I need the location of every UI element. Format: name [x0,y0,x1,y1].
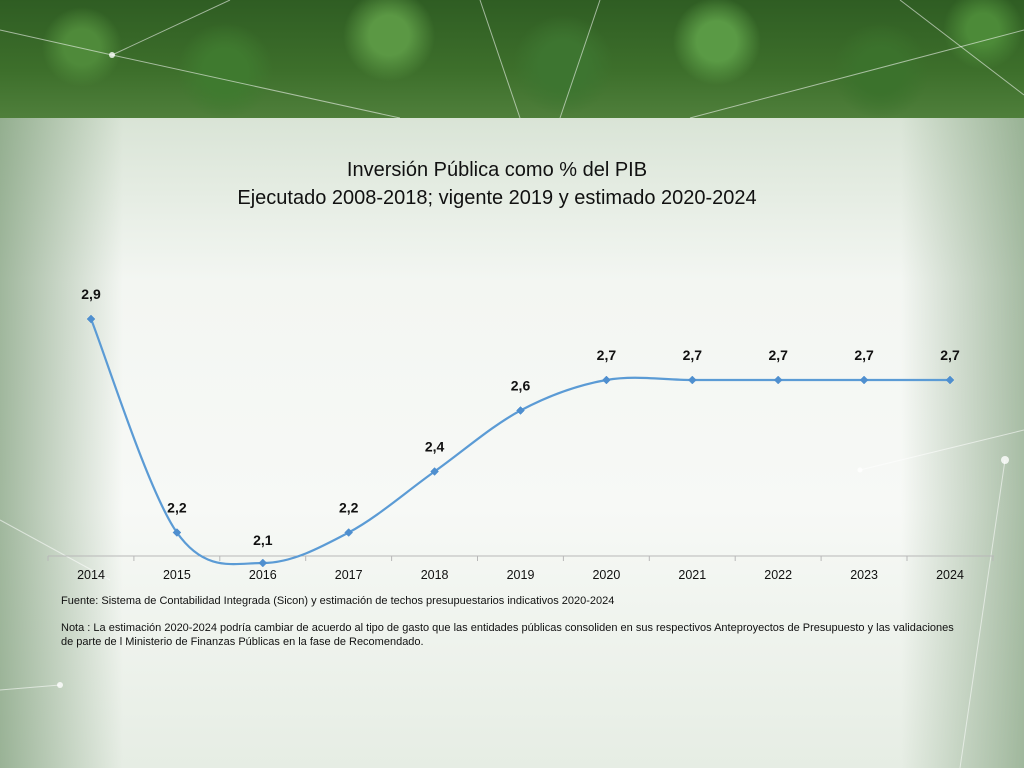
x-tick-label: 2022 [764,568,792,582]
x-axis [47,555,994,561]
data-labels: 2,9 2,2 2,1 2,2 2,4 2,6 2,7 2,7 2,7 2,7 2,7 [81,286,960,548]
data-label: 2,7 [940,347,960,363]
data-label: 2,2 [339,500,359,516]
data-point-marker [773,375,783,385]
data-point-marker [172,528,182,537]
data-points [86,314,955,568]
estimate-note: Nota : La estimación 2020-2024 podría ca… [61,622,954,648]
data-label: 2,7 [768,347,788,363]
x-tick-label: 2015 [163,568,191,582]
data-point-marker [344,528,354,537]
forest-background-image [0,118,1024,768]
x-tick-label: 2017 [335,568,363,582]
x-tick-label: 2021 [678,568,706,582]
data-point-marker [945,375,955,385]
source-note: Fuente: Sistema de Contabilidad Integrad… [61,595,615,607]
data-label: 2,9 [81,286,101,302]
x-tick-label: 2016 [249,568,277,582]
data-label: 2,2 [167,500,187,516]
data-label: 2,7 [597,347,617,363]
line-chart: 2,92,22,12,22,42,62,7 2,7 2,7 2,7 2,7 2014 20… [47,286,994,582]
chart-subtitle: Ejecutado 2008-2018; vigente 2019 y esti… [237,187,757,209]
data-label: 2,7 [854,347,874,363]
x-tick-label: 2024 [936,568,964,582]
x-tick-label: 2020 [592,568,620,582]
data-label: 2,1 [253,532,273,548]
data-point-marker [687,375,697,385]
x-tick-label: 2018 [421,568,449,582]
x-tick-label: 2014 [77,568,105,582]
data-point-marker [602,375,611,385]
data-point-marker [430,467,439,476]
x-tick-labels: 2014 2015 2016 2017 2018 2019 2020 2021 2022 2023… [77,568,964,582]
data-point-marker [86,314,96,324]
data-point-marker [859,375,869,385]
data-point-marker [258,558,268,568]
x-tick-label: 2023 [850,568,878,582]
data-label: 2,7 [683,347,703,363]
chart-title: Inversión Pública como % del PIB [346,159,648,181]
x-tick-label: 2019 [507,568,535,582]
series-line [89,318,950,566]
data-label: 2,6 [511,378,531,394]
data-label: 2,4 [425,439,445,455]
data-point-marker [516,406,525,415]
